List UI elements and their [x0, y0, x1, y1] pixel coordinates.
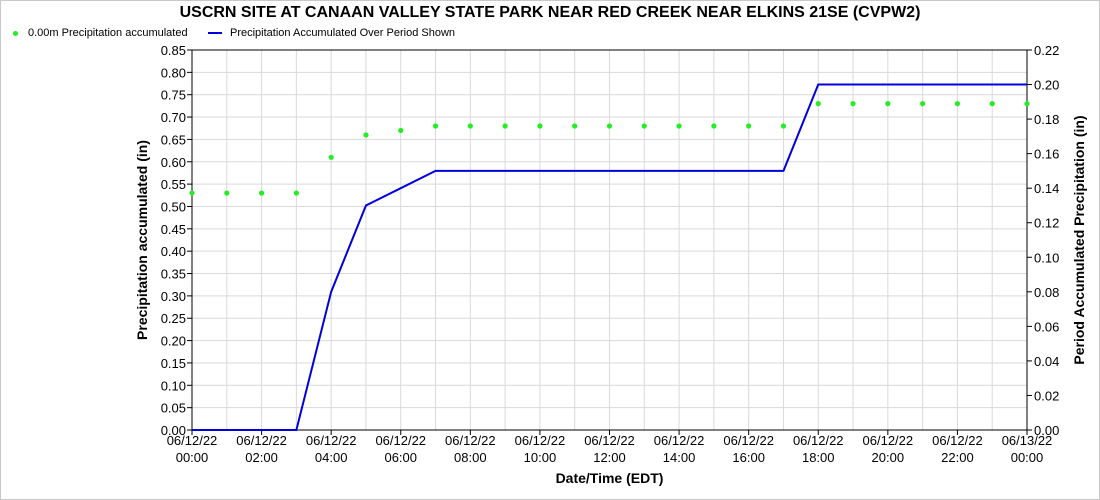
y-left-tick-label: 0.20 [161, 334, 186, 349]
scatter-point-precip-accumulated [189, 190, 195, 196]
y-left-tick-label: 0.15 [161, 356, 186, 371]
y-left-tick-label: 0.30 [161, 289, 186, 304]
y-right-tick-label: 0.14 [1034, 181, 1059, 196]
scatter-point-precip-accumulated [641, 123, 647, 129]
y-right-tick-label: 0.12 [1034, 216, 1059, 231]
y-right-tick-label: 0.00 [1034, 423, 1059, 438]
x-axis-label: Date/Time (EDT) [556, 470, 664, 486]
x-tick-label-date: 06/12/22 [167, 433, 218, 448]
scatter-point-precip-accumulated [676, 123, 682, 129]
legend-label-scatter: 0.00m Precipitation accumulated [28, 27, 188, 39]
x-tick-label-date: 06/12/22 [793, 433, 844, 448]
y-left-tick-label: 0.85 [161, 43, 186, 58]
y-right-tick-label: 0.10 [1034, 250, 1059, 265]
y-left-tick-label: 0.05 [161, 401, 186, 416]
scatter-point-precip-accumulated [746, 123, 752, 129]
chart-title: USCRN SITE AT CANAAN VALLEY STATE PARK N… [179, 4, 921, 21]
x-tick-label-time: 06:00 [384, 450, 417, 465]
x-tick-label-time: 00:00 [1011, 450, 1044, 465]
legend-entry-scatter: 0.00m Precipitation accumulated [13, 27, 188, 39]
y-right-tick-label: 0.20 [1034, 78, 1059, 93]
y-left-tick-label: 0.10 [161, 378, 186, 393]
x-tick-label-date: 06/12/22 [932, 433, 983, 448]
y-left-tick-label: 0.65 [161, 132, 186, 147]
x-tick-label-time: 12:00 [593, 450, 626, 465]
scatter-point-precip-accumulated [885, 101, 891, 107]
y-right-tick-label: 0.06 [1034, 319, 1059, 334]
x-tick-label-time: 10:00 [524, 450, 557, 465]
x-tick-label-date: 06/13/22 [1002, 433, 1053, 448]
legend-label-line: Precipitation Accumulated Over Period Sh… [230, 27, 456, 39]
x-tick-label-date: 06/12/22 [375, 433, 426, 448]
scatter-point-precip-accumulated [363, 132, 369, 138]
y-left-tick-label: 0.40 [161, 244, 186, 259]
scatter-point-precip-accumulated [224, 190, 230, 196]
y-right-tick-label: 0.16 [1034, 147, 1059, 162]
scatter-point-precip-accumulated [293, 190, 299, 196]
scatter-point-precip-accumulated [711, 123, 717, 129]
x-tick-label-time: 22:00 [941, 450, 974, 465]
y-left-tick-label: 0.75 [161, 88, 186, 103]
scatter-point-precip-accumulated [954, 101, 961, 107]
y-left-tick-label: 0.25 [161, 311, 186, 326]
scatter-point-precip-accumulated [572, 123, 578, 129]
y-right-axis-label: Period Accumulated Precipitation (in) [1071, 115, 1087, 364]
scatter-point-precip-accumulated [398, 127, 404, 134]
scatter-point-precip-accumulated [920, 101, 926, 107]
scatter-point-precip-accumulated [815, 101, 821, 107]
x-tick-label-date: 06/12/22 [236, 433, 287, 448]
y-right-tick-label: 0.22 [1034, 43, 1059, 58]
scatter-point-precip-accumulated [850, 101, 856, 107]
scatter-point-precip-accumulated [328, 154, 334, 160]
y-left-tick-label: 0.50 [161, 199, 186, 214]
y-left-tick-label: 0.45 [161, 222, 186, 237]
scatter-point-precip-accumulated [258, 190, 265, 196]
scatter-point-precip-accumulated [537, 123, 543, 129]
x-tick-label-time: 04:00 [315, 450, 348, 465]
scatter-point-precip-accumulated [502, 123, 508, 129]
y-right-tick-label: 0.18 [1034, 112, 1059, 127]
y-left-tick-label: 0.00 [161, 423, 186, 438]
y-left-tick-label: 0.60 [161, 155, 186, 170]
legend-marker-dot [13, 30, 18, 36]
scatter-point-precip-accumulated [606, 123, 613, 129]
y-left-tick-label: 0.35 [161, 267, 186, 282]
scatter-point-precip-accumulated [467, 123, 473, 129]
x-tick-label-date: 06/12/22 [723, 433, 774, 448]
x-tick-label-date: 06/12/22 [515, 433, 566, 448]
series-line-period-accumulated [192, 83, 1027, 431]
y-right-tick-label: 0.04 [1034, 354, 1059, 369]
x-tick-label-time: 16:00 [732, 450, 765, 465]
x-tick-label-time: 14:00 [663, 450, 696, 465]
x-tick-label-time: 20:00 [872, 450, 905, 465]
x-tick-label-time: 08:00 [454, 450, 487, 465]
legend-marker-line [208, 32, 222, 34]
x-tick-label-date: 06/12/22 [306, 433, 357, 448]
legend-entry-line: Precipitation Accumulated Over Period Sh… [208, 27, 455, 39]
x-tick-label-date: 06/12/22 [445, 433, 496, 448]
x-tick-label-time: 18:00 [802, 450, 835, 465]
x-tick-label-time: 00:00 [176, 450, 209, 465]
scatter-point-precip-accumulated [989, 101, 995, 107]
scatter-point-precip-accumulated [432, 123, 439, 129]
x-tick-label-time: 02:00 [245, 450, 278, 465]
y-left-tick-label: 0.70 [161, 110, 186, 125]
y-left-tick-label: 0.55 [161, 177, 186, 192]
scatter-point-precip-accumulated [1024, 101, 1030, 107]
y-left-axis-label: Precipitation accumulated (in) [134, 140, 150, 340]
x-tick-label-date: 06/12/22 [654, 433, 705, 448]
x-tick-label-date: 06/12/22 [584, 433, 635, 448]
y-right-tick-label: 0.02 [1034, 388, 1059, 403]
y-left-tick-label: 0.80 [161, 65, 186, 80]
x-tick-label-date: 06/12/22 [863, 433, 914, 448]
scatter-point-precip-accumulated [780, 123, 787, 129]
y-right-tick-label: 0.08 [1034, 285, 1059, 300]
